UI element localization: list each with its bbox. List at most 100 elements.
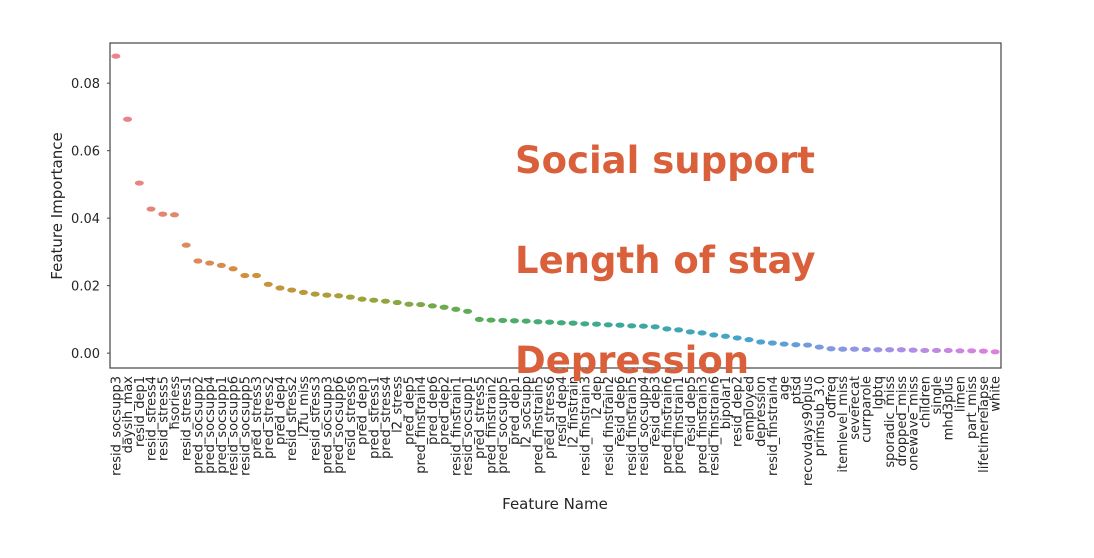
point — [709, 332, 719, 338]
x-tick-label: resid_stress2 — [285, 376, 300, 461]
point — [662, 326, 672, 332]
point — [205, 260, 215, 266]
point — [943, 347, 953, 354]
x-tick-label: resid_stress4 — [145, 376, 160, 461]
point — [674, 327, 684, 333]
point — [451, 306, 461, 312]
x-tick-label: resid_stress3 — [309, 376, 324, 461]
x-tick-label: pred_stress3 — [250, 376, 265, 459]
point — [310, 291, 320, 297]
x-tick-label: l2_stress — [391, 376, 406, 433]
point — [228, 266, 238, 272]
x-tick-label: resid_stress5 — [156, 376, 171, 461]
x-tick-label: resid_finstrain5 — [625, 376, 640, 476]
x-tick-label: resid_finstrain1 — [449, 376, 464, 476]
x-tick-label: currparole — [860, 376, 875, 443]
x-tick-label: severecat — [848, 376, 863, 440]
x-tick-label: l2_dep — [590, 376, 605, 419]
x-tick-label: pred_dep6 — [426, 376, 441, 445]
point — [568, 320, 578, 326]
x-tick-label: ptsd — [789, 376, 804, 404]
point — [732, 335, 742, 341]
x-tick-label: resid_dep4 — [555, 376, 570, 447]
x-tick-label: resid_socsupp6 — [227, 376, 242, 476]
point — [240, 272, 250, 279]
x-tick-label: pred_stress4 — [379, 376, 394, 459]
x-tick-label: single — [930, 376, 945, 415]
y-tick-label: 0.04 — [71, 212, 100, 227]
x-tick-label: resid_finstrain4 — [766, 376, 781, 476]
x-tick-label: mhd3plus — [942, 376, 957, 441]
x-tick-label: pred_dep1 — [508, 376, 523, 445]
x-tick-label: resid_stress6 — [344, 376, 359, 461]
point — [697, 330, 707, 336]
y-tick-label: 0.00 — [71, 347, 100, 362]
point — [885, 347, 895, 353]
point — [779, 341, 789, 347]
point — [169, 212, 179, 218]
point — [990, 349, 1000, 355]
x-tick-label: resid_stress1 — [180, 376, 195, 461]
point — [146, 206, 156, 212]
x-tick-label: pred_socsupp5 — [496, 376, 511, 474]
annotation: Length of stay — [515, 239, 815, 282]
y-tick-label: 0.02 — [71, 280, 100, 295]
x-tick-label: resid_finstrain6 — [707, 376, 722, 476]
point — [252, 272, 262, 279]
point — [357, 296, 367, 302]
x-tick-label: lifetimerelapse — [977, 376, 992, 473]
point — [263, 281, 273, 287]
point — [287, 287, 297, 293]
point — [908, 347, 918, 353]
x-tick-label: resid_dep2 — [731, 376, 746, 447]
point — [826, 346, 836, 352]
point — [603, 322, 613, 328]
x-tick-label: pred_socsupp1 — [215, 376, 230, 474]
point — [486, 317, 496, 323]
point — [334, 293, 344, 299]
point — [873, 347, 883, 353]
x-tick-label: pred_finstrain4 — [414, 376, 429, 474]
x-tick-label: depression — [754, 376, 769, 447]
x-tick-label: dropped_miss — [895, 376, 910, 467]
x-tick-label: daysih_max — [121, 376, 136, 454]
x-tick-label: pred_finstrain1 — [672, 376, 687, 474]
x-tick-label: resid_socsupp5 — [238, 376, 253, 476]
x-tick-label: pred_finstrain3 — [696, 376, 711, 474]
x-tick-label: children — [918, 376, 933, 428]
point — [275, 285, 285, 291]
point — [545, 319, 555, 325]
point — [685, 329, 695, 335]
point — [580, 321, 590, 327]
x-tick-label: primsub_3.0 — [813, 376, 828, 456]
point — [638, 323, 648, 329]
x-tick-label: pred_stress6 — [543, 376, 558, 459]
x-tick-label: employed — [742, 376, 757, 440]
point — [920, 347, 930, 354]
point — [955, 348, 965, 354]
point — [181, 242, 191, 248]
x-tick-label: pred_stress5 — [473, 376, 488, 459]
x-tick-label: white — [989, 376, 1004, 412]
point — [193, 258, 203, 264]
x-tick-label: itemlevel_miss — [836, 376, 851, 473]
point — [592, 321, 602, 327]
x-tick-label: pred_dep5 — [402, 376, 417, 445]
x-tick-label: pred_finstrain2 — [485, 376, 500, 474]
point — [463, 308, 473, 314]
point — [404, 301, 414, 307]
y-tick-label: 0.08 — [71, 77, 100, 92]
x-tick-label: lgbtq — [871, 376, 886, 409]
point — [767, 340, 777, 346]
x-tick-label: resid_finstrain2 — [602, 376, 617, 476]
x-tick-label: pred_socsupp4 — [203, 376, 218, 474]
point — [627, 323, 637, 329]
x-tick-label: resid_socsupp1 — [461, 376, 476, 476]
point — [158, 211, 168, 217]
x-tick-label: recovdays90plus — [801, 376, 816, 486]
point — [521, 318, 531, 324]
x-tick-label: pred_stress1 — [367, 376, 382, 459]
point — [615, 322, 625, 328]
point — [345, 294, 355, 300]
